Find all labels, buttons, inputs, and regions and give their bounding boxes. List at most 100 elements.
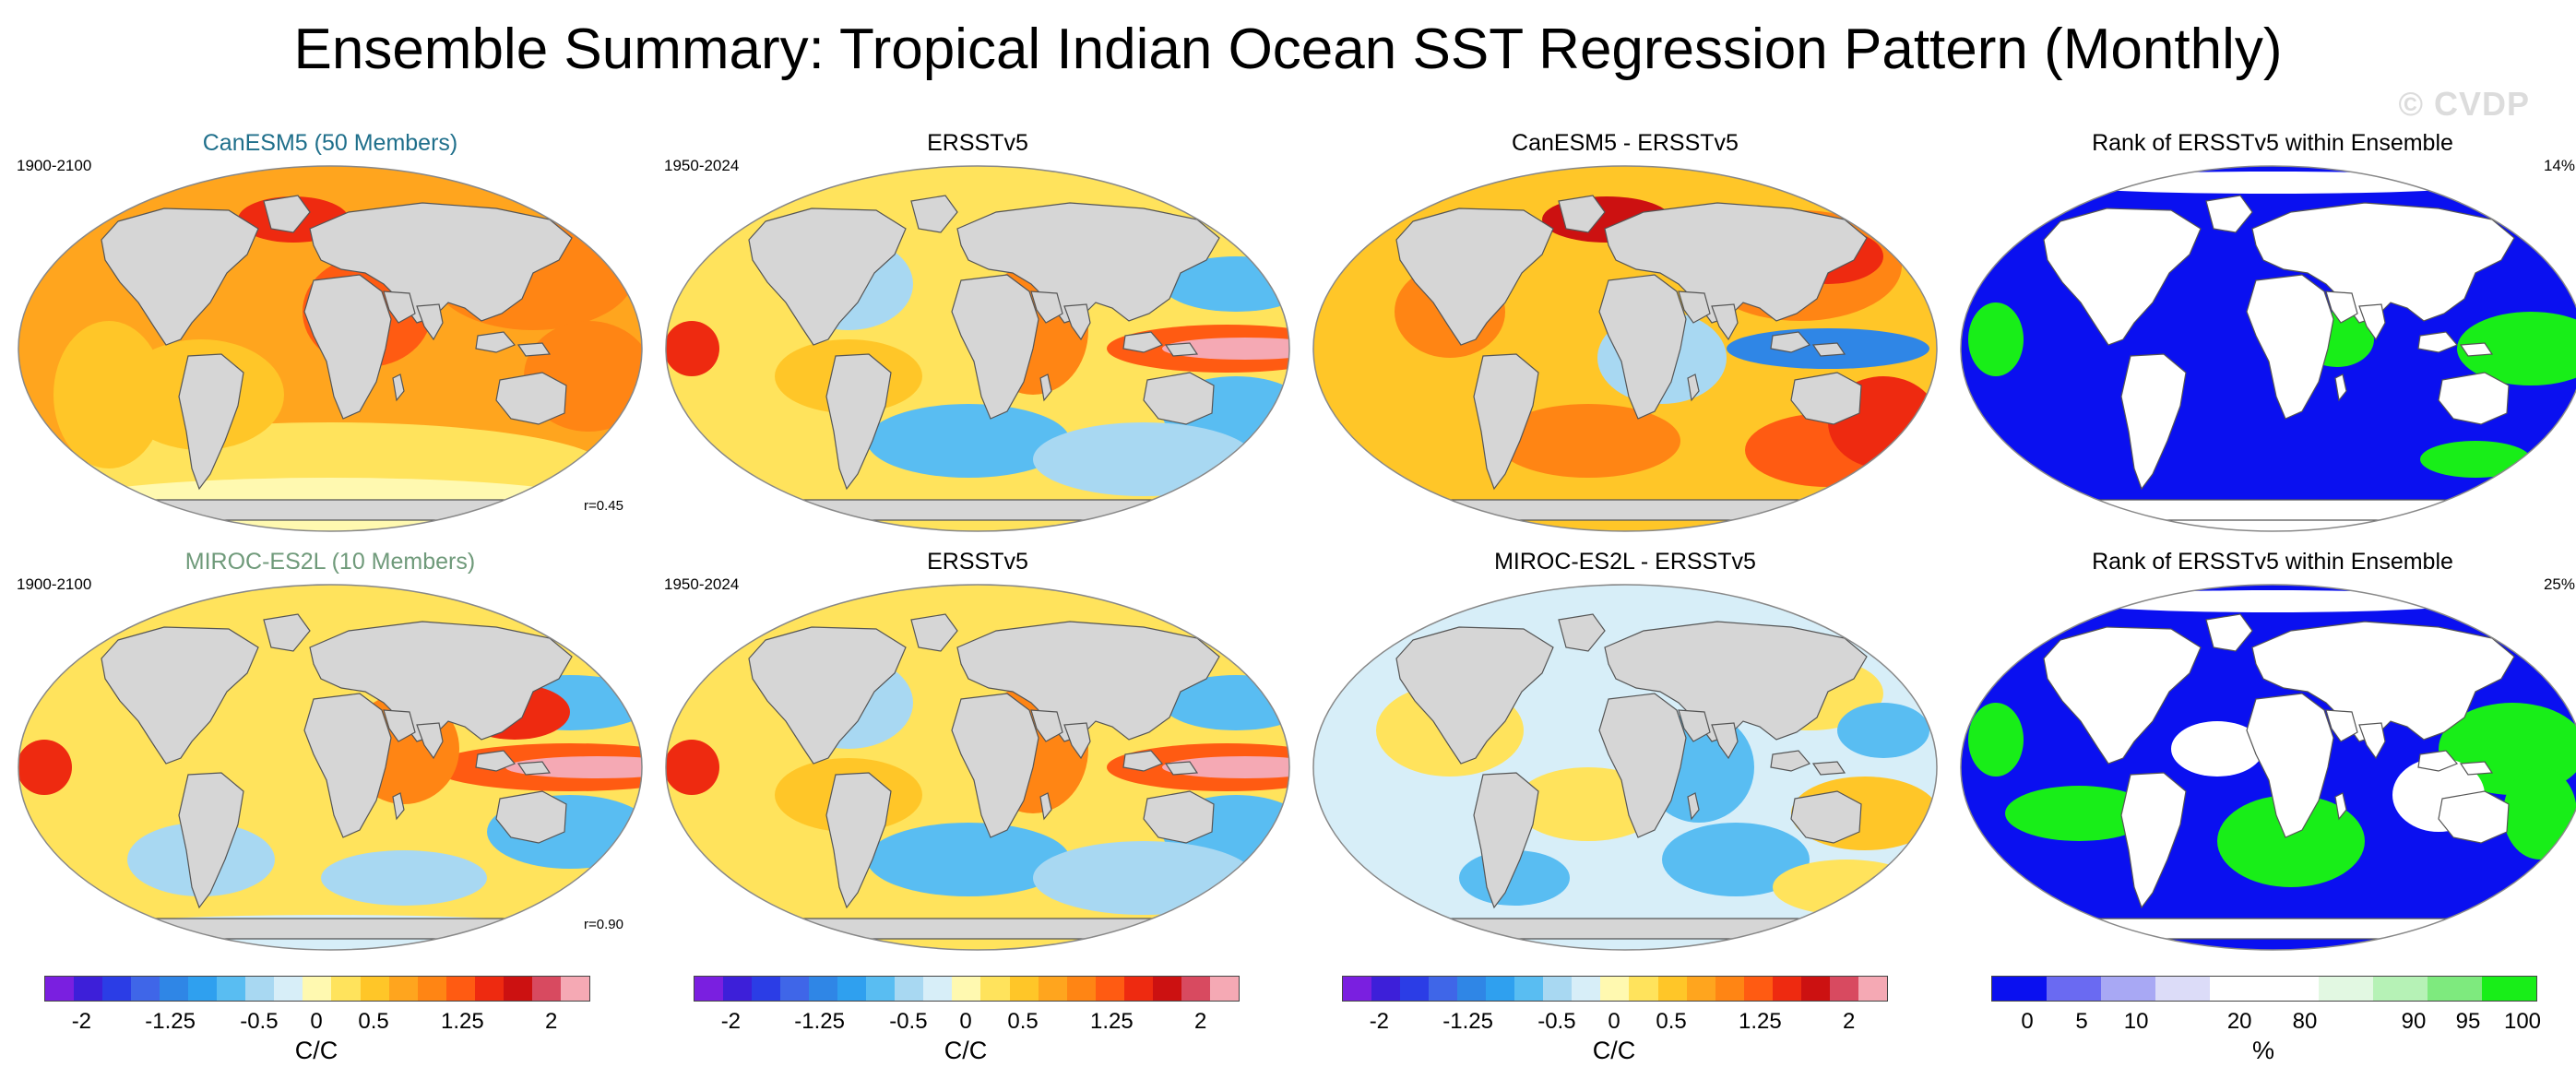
colorbar-swatch [1686,977,1715,1001]
sst-anomaly-region [1033,422,1254,496]
land-mass [2251,202,2515,324]
colorbar-swatch [2210,977,2264,1001]
colorbar-swatch [1543,977,1573,1001]
sst-anomaly-region [867,404,1070,478]
land-mass [1039,374,1052,402]
land-mass [263,195,311,233]
land-mass [1395,626,1554,765]
colorbar-swatch [331,977,361,1001]
colorbar-swatch [1486,977,1515,1001]
colorbar-swatch [188,977,218,1001]
land-mass [910,613,958,652]
sst-anomaly-region [1662,823,1810,896]
pattern-correlation: r=0.45 [584,498,623,514]
cvdp-watermark: © CVDP [2398,85,2530,123]
land-mass [1164,342,1199,357]
land-mass [101,208,259,346]
colorbar-swatch [1457,977,1487,1001]
colorbar-swatch [2101,977,2155,1001]
sst-anomaly-region [2457,312,2576,385]
land-mass [303,693,392,838]
land-mass [2325,709,2358,742]
sst-anomaly-region [1496,404,1680,478]
map-panel: Rank of ERSSTv5 within Ensemble 14% [1959,129,2576,535]
colorbar-swatch [1629,977,1658,1001]
land-mass [495,372,567,425]
land-mass [2251,621,2515,742]
land-mass [1122,750,1164,772]
sst-anomaly-region [2042,172,2503,194]
colorbar-tick-label: 1.25 [1090,1009,1134,1034]
map-border [1312,584,1938,951]
land-mass [825,353,892,491]
colorbar-unit: % [2251,1037,2274,1064]
colorbar-swatch [303,977,332,1001]
colorbar-swatch [217,977,246,1001]
world-map [1312,165,1938,532]
land-mass [475,331,516,353]
colorbar-swatch [503,977,532,1001]
colorbar-swatch [1429,977,1458,1001]
colorbar-tick-label: 20 [2226,1009,2252,1034]
land-mass [1711,722,1739,760]
colorbar-swatch [1572,977,1601,1001]
sst-anomaly-region [1033,841,1254,915]
colorbar: 0 5 10 20 80 90 95 100% [1991,976,2545,1077]
map-panel: CanESM5 (50 Members) 1900-2100 r=0.45 [17,129,644,535]
land-mass [1063,303,1091,341]
land-mass [1063,722,1091,760]
panel-title: MIROC-ES2L - ERSSTv5 [1494,549,1756,575]
colorbar-tick-label: -2 [1369,1009,1390,1034]
sst-anomaly-region [1968,302,2024,376]
sst-anomaly-region [321,850,487,906]
land-mass [2205,613,2253,652]
colorbar-swatch [980,977,1010,1001]
sst-anomaly-region [1162,756,1289,778]
land-mass [956,202,1220,324]
colorbar-unit: C/C [294,1037,338,1064]
panel-title: MIROC-ES2L (10 Members) [184,549,476,575]
land-mass [1473,353,1539,491]
colorbar-swatch [866,977,896,1001]
panel-title: Rank of ERSSTv5 within Ensemble [2092,549,2453,575]
colorbar: -2 -1.25 -0.5 0 0.5 1.25 2 C/C [44,976,598,1077]
colorbar-tick-label: 90 [2401,1009,2427,1034]
colorbar-swatch [694,977,724,1001]
colorbar-swatch [74,977,103,1001]
land-mass [1039,792,1052,821]
sst-anomaly-region [1837,703,1929,758]
land-mass [416,722,444,760]
colorbar-swatch [1600,977,1630,1001]
colorbar-swatch [2264,977,2319,1001]
sst-anomaly-region [2217,795,2365,887]
colorbar-swatch [274,977,303,1001]
colorbar-swatch [2155,977,2210,1001]
colorbar-swatch [1066,977,1096,1001]
colorbar-tick-label: 5 [2075,1009,2088,1034]
land-mass [383,709,416,742]
land-mass [2120,772,2187,909]
colorbar-swatch [1514,977,1544,1001]
colorbar-swatch [388,977,418,1001]
rank-percent-label: 14% [2543,157,2575,174]
colorbar-swatch [1772,977,1801,1001]
colorbar-tick-label: -1.25 [145,1009,196,1034]
colorbar: -2 -1.25 -0.5 0 0.5 1.25 2 C/C [694,976,1247,1077]
land-mass [1678,709,1711,742]
colorbar-swatch [752,977,781,1001]
colorbar-swatch [837,977,867,1001]
land-mass [516,342,552,357]
land-mass [1790,372,1862,425]
land-mass [416,303,444,341]
land-mass [1790,790,1862,844]
land-mass [2438,790,2510,844]
colorbar-swatch [360,977,389,1001]
colorbar-swatch [923,977,953,1001]
panel-title: ERSSTv5 [927,130,1028,156]
land-mass [1030,290,1063,324]
land-mass [392,792,405,821]
colorbar-swatch [1829,977,1858,1001]
land-mass [2358,722,2386,760]
colorbar-tick-label: 10 [2123,1009,2149,1034]
colorbar-swatch [531,977,561,1001]
